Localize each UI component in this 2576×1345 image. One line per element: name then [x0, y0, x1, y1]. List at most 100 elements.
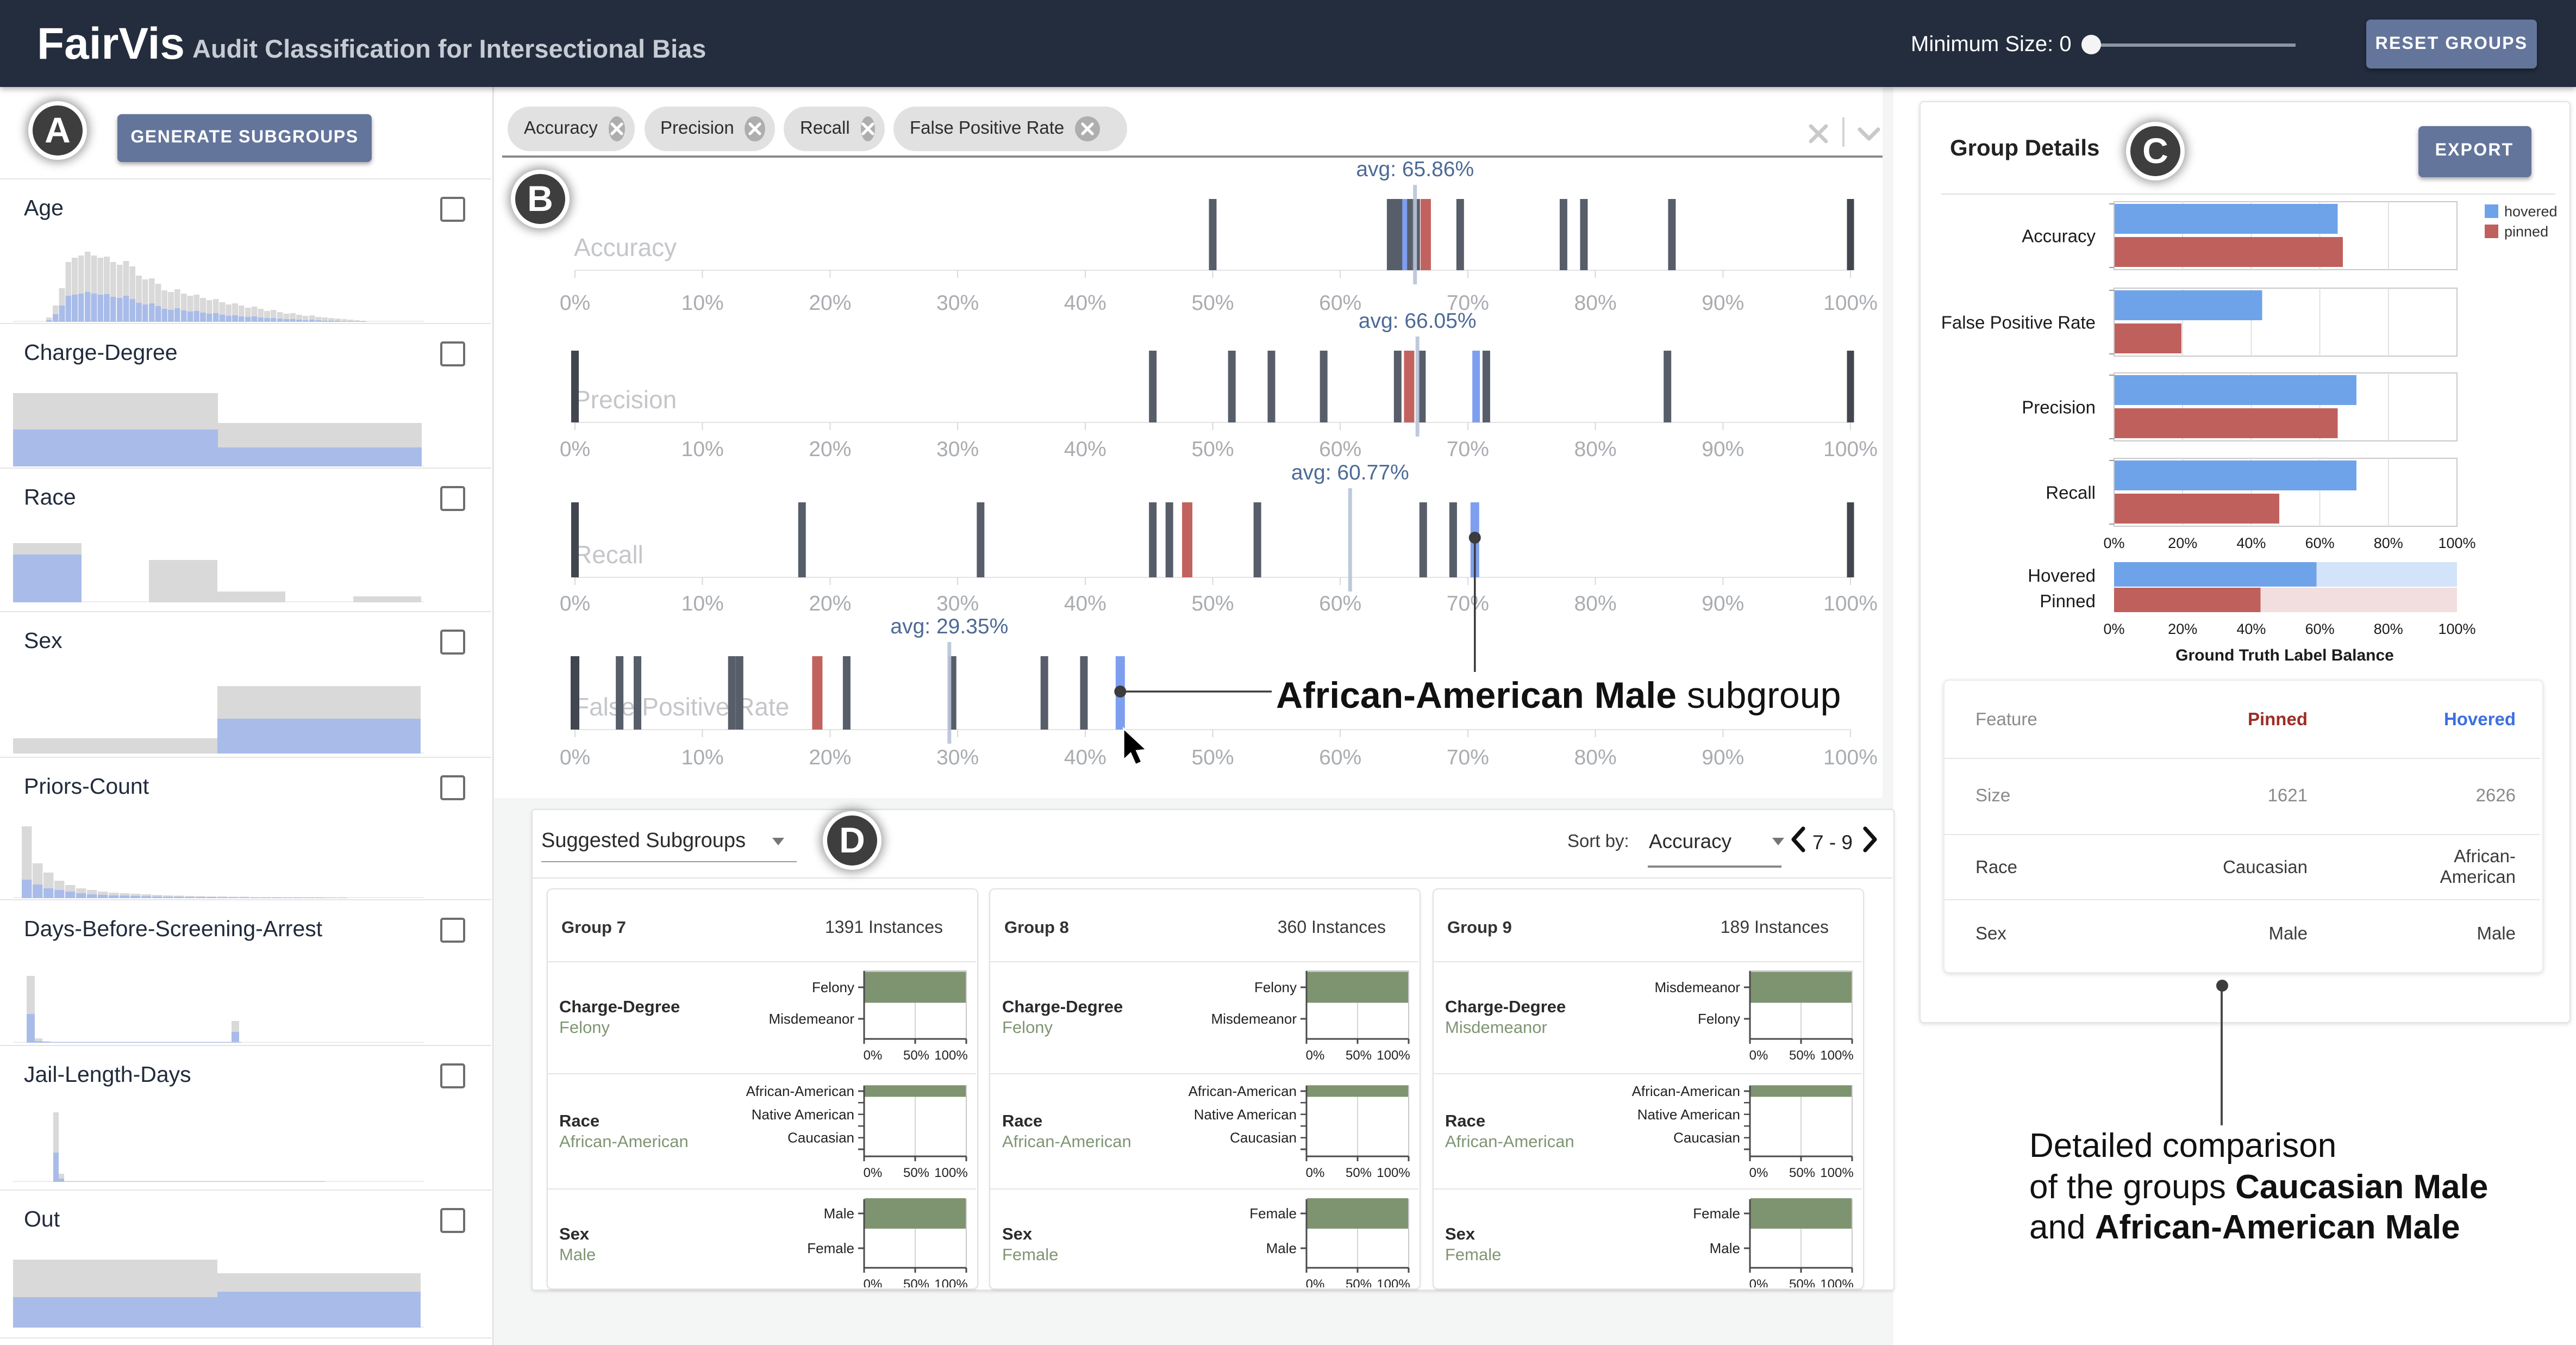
svg-text:80%: 80% — [2374, 534, 2403, 551]
svg-text:0%: 0% — [1749, 1277, 1768, 1287]
svg-text:False Positive Rate: False Positive Rate — [1941, 312, 2096, 332]
svg-text:50%: 50% — [1789, 1277, 1815, 1287]
svg-text:20%: 20% — [2168, 620, 2197, 637]
svg-text:Female: Female — [1692, 1205, 1740, 1222]
svg-text:50%: 50% — [1191, 438, 1234, 461]
svg-text:30%: 30% — [936, 592, 979, 615]
svg-text:0%: 0% — [1306, 1048, 1325, 1063]
svg-text:30%: 30% — [936, 438, 979, 461]
svg-text:100%: 100% — [1823, 592, 1878, 615]
svg-text:50%: 50% — [1191, 592, 1234, 615]
svg-text:African-American: African-American — [746, 1083, 854, 1099]
svg-text:0%: 0% — [1306, 1166, 1325, 1180]
svg-text:50%: 50% — [1191, 746, 1234, 769]
svg-text:avg: 66.05%: avg: 66.05% — [1359, 309, 1477, 333]
svg-text:African-American: African-American — [1631, 1083, 1740, 1099]
svg-text:Precision: Precision — [574, 385, 677, 414]
svg-text:avg: 29.35%: avg: 29.35% — [890, 615, 1008, 638]
svg-text:50%: 50% — [1191, 291, 1234, 315]
svg-text:70%: 70% — [1447, 438, 1489, 461]
svg-text:0%: 0% — [863, 1048, 882, 1063]
svg-text:100%: 100% — [2438, 534, 2475, 551]
svg-text:avg: 65.86%: avg: 65.86% — [1356, 160, 1474, 181]
svg-text:90%: 90% — [1702, 746, 1744, 769]
svg-text:Native American: Native American — [1194, 1106, 1297, 1123]
svg-text:Male: Male — [823, 1205, 854, 1222]
svg-text:40%: 40% — [1064, 438, 1106, 461]
svg-text:50%: 50% — [903, 1277, 929, 1287]
svg-text:0%: 0% — [1749, 1048, 1768, 1063]
svg-text:40%: 40% — [1064, 291, 1106, 315]
svg-text:70%: 70% — [1447, 592, 1489, 615]
svg-text:60%: 60% — [1319, 438, 1361, 461]
svg-text:Felony: Felony — [811, 979, 854, 995]
svg-text:100%: 100% — [2438, 620, 2475, 637]
svg-text:40%: 40% — [1064, 592, 1106, 615]
svg-text:100%: 100% — [1823, 438, 1878, 461]
svg-text:40%: 40% — [2236, 534, 2266, 551]
svg-text:20%: 20% — [2168, 534, 2197, 551]
svg-text:Misdemeanor: Misdemeanor — [1211, 1011, 1297, 1027]
svg-text:80%: 80% — [1574, 746, 1617, 769]
svg-text:90%: 90% — [1702, 438, 1744, 461]
svg-text:60%: 60% — [1319, 291, 1361, 315]
svg-text:hovered: hovered — [2504, 203, 2558, 219]
svg-text:50%: 50% — [1346, 1048, 1372, 1063]
svg-text:0%: 0% — [2103, 620, 2124, 637]
svg-text:20%: 20% — [809, 291, 851, 315]
svg-text:Precision: Precision — [2022, 397, 2096, 417]
svg-text:Accuracy: Accuracy — [574, 233, 677, 261]
svg-text:90%: 90% — [1702, 592, 1744, 615]
svg-text:60%: 60% — [2305, 534, 2335, 551]
svg-text:80%: 80% — [1574, 291, 1617, 315]
svg-text:0%: 0% — [560, 746, 590, 769]
svg-text:100%: 100% — [934, 1277, 967, 1287]
svg-text:African-American: African-American — [1189, 1083, 1297, 1099]
svg-text:0%: 0% — [863, 1166, 882, 1180]
svg-text:Pinned: Pinned — [2040, 590, 2096, 611]
svg-text:40%: 40% — [1064, 746, 1106, 769]
svg-text:Ground Truth Label Balance: Ground Truth Label Balance — [2175, 646, 2394, 664]
svg-text:0%: 0% — [1306, 1277, 1325, 1287]
svg-text:20%: 20% — [809, 438, 851, 461]
svg-text:100%: 100% — [1823, 291, 1878, 315]
svg-text:100%: 100% — [934, 1166, 967, 1180]
svg-text:50%: 50% — [1346, 1166, 1372, 1180]
svg-text:0%: 0% — [863, 1277, 882, 1287]
svg-text:Native American: Native American — [1637, 1106, 1740, 1123]
svg-text:Caucasian: Caucasian — [1673, 1130, 1740, 1146]
svg-text:80%: 80% — [1574, 592, 1617, 615]
svg-text:100%: 100% — [1820, 1048, 1853, 1063]
svg-text:Female: Female — [1249, 1205, 1297, 1222]
svg-text:Hovered: Hovered — [2028, 565, 2096, 585]
svg-text:Felony: Felony — [1697, 1011, 1740, 1027]
svg-text:100%: 100% — [1377, 1166, 1410, 1180]
svg-text:10%: 10% — [681, 291, 724, 315]
svg-text:0%: 0% — [560, 592, 590, 615]
svg-text:50%: 50% — [903, 1048, 929, 1063]
svg-text:60%: 60% — [1319, 746, 1361, 769]
svg-text:50%: 50% — [1789, 1166, 1815, 1180]
svg-text:pinned: pinned — [2504, 223, 2548, 239]
svg-text:30%: 30% — [936, 746, 979, 769]
svg-text:100%: 100% — [1377, 1277, 1410, 1287]
svg-text:70%: 70% — [1447, 291, 1489, 315]
svg-text:0%: 0% — [560, 291, 590, 315]
svg-text:100%: 100% — [1820, 1277, 1853, 1287]
svg-text:100%: 100% — [1820, 1166, 1853, 1180]
svg-text:100%: 100% — [934, 1048, 967, 1063]
svg-text:60%: 60% — [1319, 592, 1361, 615]
svg-text:50%: 50% — [1789, 1048, 1815, 1063]
svg-text:10%: 10% — [681, 746, 724, 769]
svg-text:Recall: Recall — [574, 540, 643, 569]
svg-text:40%: 40% — [2236, 620, 2266, 637]
svg-text:Misdemeanor: Misdemeanor — [768, 1011, 854, 1027]
svg-text:False Positive Rate: False Positive Rate — [574, 693, 789, 721]
svg-text:Caucasian: Caucasian — [787, 1130, 854, 1146]
svg-text:Accuracy: Accuracy — [2022, 226, 2096, 246]
svg-text:Male: Male — [1709, 1240, 1740, 1256]
svg-text:80%: 80% — [1574, 438, 1617, 461]
svg-text:90%: 90% — [1702, 291, 1744, 315]
svg-text:100%: 100% — [1377, 1048, 1410, 1063]
svg-text:70%: 70% — [1447, 746, 1489, 769]
